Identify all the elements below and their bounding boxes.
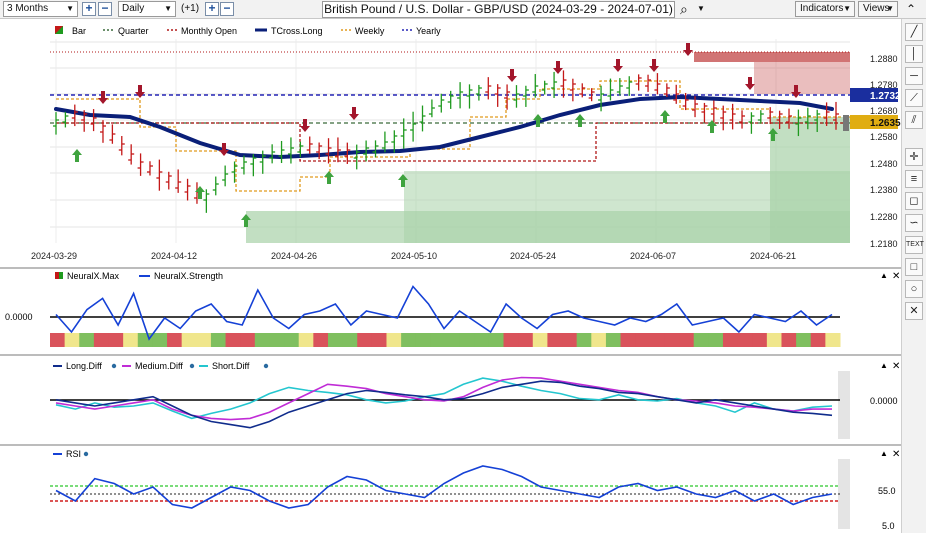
date-tick: 2024-04-12 xyxy=(151,251,197,261)
delete-icon[interactable]: ✕ xyxy=(905,302,923,320)
chevron-down-icon: ▼ xyxy=(66,4,74,13)
text-icon[interactable]: TEXT xyxy=(905,236,924,254)
date-tick: 2024-06-07 xyxy=(630,251,676,261)
short-diff-line xyxy=(55,377,833,420)
crosshair-icon[interactable]: ✛ xyxy=(905,148,923,166)
date-tick: 2024-06-21 xyxy=(750,251,796,261)
chart-canvas[interactable]: 1.2880 1.2780 1.2680 1.2580 1.2480 1.238… xyxy=(0,19,901,533)
wave-icon[interactable]: ∽ xyxy=(905,214,923,232)
period-select[interactable]: 3 Months ▼ xyxy=(3,1,78,17)
bar-legend-swatch-bear xyxy=(55,26,63,34)
neural-axis-label: 0.0000 xyxy=(5,312,33,322)
diff-scroll-area xyxy=(838,371,850,439)
signal-arrows xyxy=(72,43,801,227)
price-tick: 1.2680 xyxy=(870,106,898,116)
date-tick: 2024-05-24 xyxy=(510,251,556,261)
level-lines xyxy=(50,51,850,192)
last-price-label: 1.2635 xyxy=(870,118,901,129)
chevron-down-icon: ▼ xyxy=(164,4,172,13)
last-price-tag xyxy=(850,115,898,129)
pencil-icon[interactable]: ╱ xyxy=(905,23,923,41)
resistance-zone-upper xyxy=(694,52,850,62)
price-axis: 1.2880 1.2780 1.2680 1.2580 1.2480 1.238… xyxy=(870,54,898,249)
views-button[interactable]: Views ▼ xyxy=(858,1,898,17)
neural-strength-label: NeuralX.Strength xyxy=(154,271,223,281)
neural-max-label: NeuralX.Max xyxy=(67,271,120,281)
chevron-down-icon[interactable]: ▼ xyxy=(697,4,705,13)
symbol-title[interactable]: British Pound / U.S. Dollar - GBP/USD (2… xyxy=(322,1,675,18)
collapse-chevron-icon[interactable]: ▲ xyxy=(880,449,888,458)
rsi-line xyxy=(55,465,833,509)
circle-icon[interactable]: ○ xyxy=(905,280,923,298)
date-tick: 2024-04-26 xyxy=(271,251,317,261)
price-tick: 1.2180 xyxy=(870,239,898,249)
resistance-zone xyxy=(754,62,850,94)
fibonacci-icon[interactable]: ≡ xyxy=(905,170,923,188)
collapse-chevron-icon[interactable]: ▲ xyxy=(880,271,888,280)
long-diff-label: Long.Diff xyxy=(66,361,102,371)
neural-max-strip xyxy=(50,333,841,347)
price-tick: 1.2380 xyxy=(870,185,898,195)
price-tick: 1.2780 xyxy=(870,80,898,90)
rectangle-icon[interactable]: □ xyxy=(905,258,923,276)
support-zone-low xyxy=(246,211,850,243)
price-tick: 1.2280 xyxy=(870,212,898,222)
rsi-scroll-area xyxy=(838,459,850,529)
legend-weekly: Weekly xyxy=(355,26,385,36)
price-tick: 1.2580 xyxy=(870,132,898,142)
search-icon[interactable]: ⌕ xyxy=(680,1,688,17)
price-tick: 1.2880 xyxy=(870,54,898,64)
collapse-chevron-icon[interactable]: ▲ xyxy=(880,361,888,370)
legend-yearly: Yearly xyxy=(416,26,441,36)
price-scroll-marker xyxy=(843,115,849,131)
chevron-up-icon[interactable]: ⌃ xyxy=(906,2,917,16)
step-up-button[interactable]: + xyxy=(205,2,219,16)
rsi-label: RSI xyxy=(66,449,81,459)
views-label: Views xyxy=(863,3,890,14)
interval-value: Daily xyxy=(122,3,145,14)
price-tick: 1.2480 xyxy=(870,159,898,169)
yearly-price-tag xyxy=(850,88,898,102)
channel-icon[interactable]: ⫽ xyxy=(905,111,923,129)
diff-panel: Long.Diff Medium.Diff Short.Diff 0.0000 … xyxy=(53,361,900,406)
chevron-down-icon: ▼ xyxy=(886,4,894,13)
chart-toolbar: 3 Months ▼ + − Daily ▼ (+1) + − British Po… xyxy=(0,0,926,19)
ray-icon[interactable]: ⟋ xyxy=(905,89,923,107)
chevron-down-icon: ▼ xyxy=(843,4,851,13)
horizontal-line-icon[interactable]: ─ xyxy=(905,67,923,85)
close-icon[interactable]: ✕ xyxy=(892,361,900,372)
date-axis: 2024-03-29 2024-04-12 2024-04-26 2024-05… xyxy=(31,251,796,261)
short-diff-label: Short.Diff xyxy=(212,361,250,371)
legend-bar: Bar xyxy=(72,26,86,36)
label-icon[interactable]: ◻ xyxy=(905,192,923,210)
legend-tcross: TCross.Long xyxy=(271,26,323,36)
date-tick: 2024-03-29 xyxy=(31,251,77,261)
neural-panel: NeuralX.Max NeuralX.Strength 0.0000 ▲ ✕ xyxy=(5,271,900,322)
zoom-out-button[interactable]: − xyxy=(98,2,112,16)
rsi-panel: RSI 55.0 5.0 ▲ ✕ xyxy=(53,449,900,531)
medium-diff-label: Medium.Diff xyxy=(135,361,183,371)
interval-select[interactable]: Daily ▼ xyxy=(118,1,176,17)
indicators-button[interactable]: Indicators ▼ xyxy=(795,1,855,17)
close-icon[interactable]: ✕ xyxy=(892,449,900,460)
step-down-button[interactable]: − xyxy=(220,2,234,16)
diff-axis-label: 0.0000 xyxy=(870,396,898,406)
price-bars xyxy=(53,70,839,213)
zoom-in-button[interactable]: + xyxy=(82,2,96,16)
legend-monthly-open: Monthly Open xyxy=(181,26,237,36)
date-tick: 2024-05-10 xyxy=(391,251,437,261)
vertical-line-icon[interactable]: │ xyxy=(905,45,923,63)
long-diff-line xyxy=(55,380,833,429)
indicators-label: Indicators xyxy=(800,3,844,14)
zoom-step-label: (+1) xyxy=(181,3,200,14)
close-icon[interactable]: ✕ xyxy=(892,271,900,282)
neural-strength-line xyxy=(55,285,833,341)
legend-quarter: Quarter xyxy=(118,26,149,36)
period-value: 3 Months xyxy=(7,3,49,14)
rsi-axis-top: 55.0 xyxy=(878,486,896,496)
drawing-toolbar: ╱ │ ─ ⟋ ⫽ ✛ ≡ ◻ ∽ TEXT □ ○ ✕ xyxy=(901,19,926,533)
main-legend: Bar Quarter Monthly Open TCross.Long Wee… xyxy=(55,26,441,36)
yearly-price-label: 1.2732 xyxy=(870,91,901,102)
rsi-axis-bottom: 5.0 xyxy=(882,521,895,531)
